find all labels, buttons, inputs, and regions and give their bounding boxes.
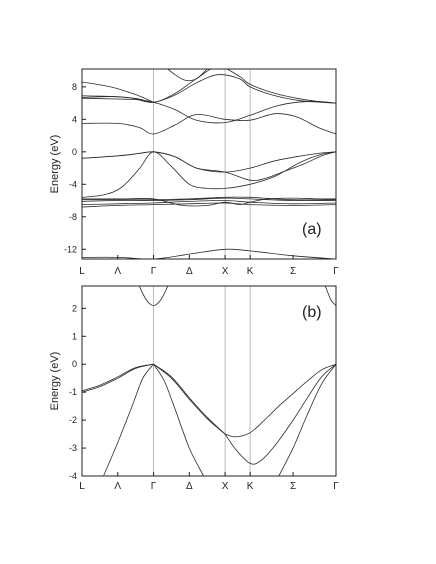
y-tick-label: 0 <box>72 147 77 157</box>
band-line <box>167 69 208 82</box>
band-line <box>82 248 336 259</box>
panel-a: 8 4 0 -4 -8 -12 L Λ Γ Δ X K Σ Γ Energy (eV) (a) <box>49 68 339 277</box>
band-line <box>82 81 154 103</box>
y-tick-label: -2 <box>69 415 77 425</box>
kpoint-label: K <box>247 481 254 492</box>
y-axis-title: Energy (eV) <box>49 352 61 411</box>
band-line <box>82 74 336 104</box>
band-line <box>224 363 336 438</box>
kpoint-label: Γ <box>151 481 157 492</box>
band-line <box>138 286 169 307</box>
band-line <box>82 196 336 201</box>
y-tick-label: -1 <box>69 387 77 397</box>
kpoint-label: Γ <box>151 266 157 277</box>
panel-b: 2 1 0 -1 -2 -3 -4L Λ Γ Δ X K Σ Γ Energy (eV) (b) <box>49 285 339 492</box>
y-tick-label: -4 <box>69 471 77 481</box>
band-line <box>224 363 336 465</box>
band-line <box>278 363 336 476</box>
panel-label: (b) <box>302 304 322 321</box>
kpoint-label: L <box>79 266 85 277</box>
y-tick-label: -4 <box>69 179 77 189</box>
band-line <box>82 197 336 207</box>
bands-group <box>82 286 336 476</box>
kpoint-label: Λ <box>114 481 121 492</box>
kpoint-label: Λ <box>114 266 121 277</box>
bands-group <box>82 69 336 259</box>
band-line <box>82 197 336 202</box>
kpoint-label: Σ <box>290 266 296 277</box>
y-tick-label: -8 <box>69 212 77 222</box>
band-line <box>82 363 154 392</box>
kpoint-label: X <box>222 481 229 492</box>
kpoint-label: Γ <box>333 266 339 277</box>
band-line <box>82 151 336 198</box>
band-line <box>82 151 336 182</box>
kpoint-label: Γ <box>333 481 339 492</box>
band-line <box>103 363 154 476</box>
kpoint-label: X <box>222 266 229 277</box>
band-line <box>82 113 336 135</box>
kpoint-label: Δ <box>186 266 193 277</box>
plot-frame <box>81 68 337 260</box>
band-line <box>82 200 336 205</box>
band-line <box>153 363 204 476</box>
band-line <box>82 69 336 104</box>
y-tick-label: -3 <box>69 443 77 453</box>
band-line <box>153 363 226 435</box>
kpoint-label: Δ <box>186 481 193 492</box>
band-line <box>82 363 154 393</box>
band-line <box>82 97 336 124</box>
band-line <box>153 363 226 435</box>
y-tick-label: 8 <box>72 82 77 92</box>
band-line <box>82 151 336 173</box>
band-line <box>324 286 336 306</box>
panel-label: (a) <box>302 221 322 238</box>
y-tick-label: -12 <box>64 244 77 254</box>
kpoint-label: Σ <box>290 481 296 492</box>
kpoint-label: L <box>79 481 85 492</box>
band-line <box>82 202 336 208</box>
y-axis-title: Energy (eV) <box>49 135 61 194</box>
y-tick-label: 2 <box>72 303 77 313</box>
y-tick-label: 4 <box>72 114 77 124</box>
y-tick-label: 1 <box>72 331 77 341</box>
y-tick-label: 0 <box>72 359 77 369</box>
kpoint-label: K <box>247 266 254 277</box>
plot-frame <box>81 285 337 477</box>
